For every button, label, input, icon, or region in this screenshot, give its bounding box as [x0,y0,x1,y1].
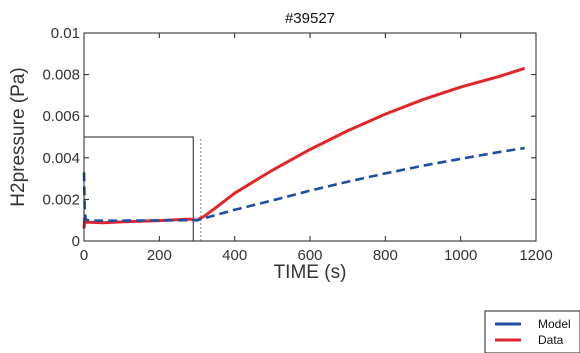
series-line-model [82,146,525,222]
x-tick-label: 400 [222,247,247,264]
annotation-rectangle [83,136,194,242]
y-tick-label: 0.006 [42,108,80,125]
chart-title: #39527 [285,10,335,27]
series-layer [82,66,526,229]
y-tick-label: 0 [72,233,80,250]
series-line-data [82,66,526,229]
x-tick-label: 600 [297,247,322,264]
x-tick-label: 0 [80,247,88,264]
x-tick-label: 200 [147,247,172,264]
x-axis-label: TIME (s) [274,262,347,283]
legend-items: Model Data [495,317,571,347]
y-tick-label: 0.008 [42,67,80,84]
x-tick-label: 800 [373,247,398,264]
y-axis-label: H2pressure (Pa) [8,67,29,206]
y-tick-label: 0.002 [42,191,80,208]
x-tick-label: 1200 [519,247,552,264]
legend-box [484,310,580,353]
y-tick-label: 0.004 [42,150,80,167]
y-tick-label: 0.01 [51,25,80,42]
legend-label-model: Model [538,317,571,331]
annotations-layer [83,136,202,242]
ticks-layer: 0 200 400 600 800 1000 1200 0 0.002 0.004 0.006 0.0… [42,25,552,264]
legend-label-data: Data [538,333,564,347]
legend: Model Data [484,310,580,353]
x-tick-label: 1000 [444,247,477,264]
